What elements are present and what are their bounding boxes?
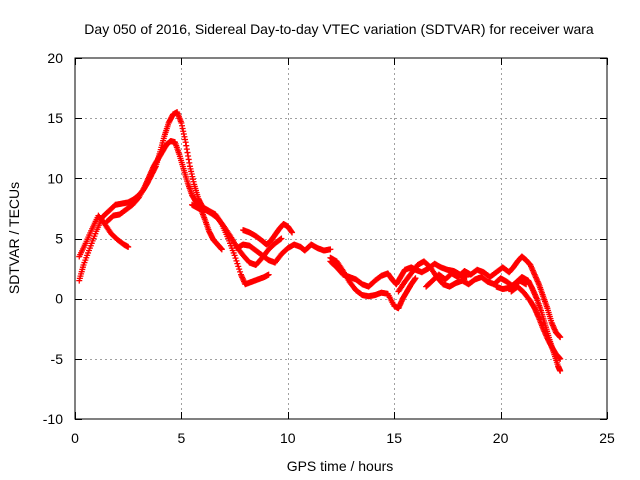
y-tick-label: 10 bbox=[47, 170, 63, 186]
data-point bbox=[233, 257, 240, 264]
chart-title: Day 050 of 2016, Sidereal Day-to-day VTE… bbox=[84, 21, 594, 37]
x-tick-label: 0 bbox=[71, 430, 79, 446]
data-point bbox=[412, 275, 419, 282]
data-point bbox=[557, 355, 564, 362]
data-point bbox=[557, 334, 564, 341]
y-tick-label: -10 bbox=[43, 411, 63, 427]
data-point bbox=[234, 260, 241, 267]
series-track-l bbox=[508, 283, 564, 362]
series-track-b bbox=[76, 109, 272, 288]
data-point bbox=[218, 246, 225, 253]
y-tick-label: -5 bbox=[51, 351, 64, 367]
x-tick-label: 20 bbox=[493, 430, 509, 446]
y-tick-label: 0 bbox=[55, 291, 63, 307]
x-tick-label: 10 bbox=[280, 430, 296, 446]
y-tick-label: 5 bbox=[55, 231, 63, 247]
data-point bbox=[557, 367, 564, 374]
x-tick-label: 15 bbox=[386, 430, 402, 446]
data-point bbox=[265, 271, 272, 278]
data-point bbox=[327, 246, 334, 253]
data-point bbox=[278, 235, 285, 242]
grid-lines bbox=[75, 58, 607, 419]
series-track-a bbox=[76, 212, 132, 260]
series-track-i bbox=[395, 258, 530, 295]
plot-frame bbox=[74, 57, 608, 420]
series-track-e bbox=[240, 221, 296, 248]
x-tick-label: 5 bbox=[178, 430, 186, 446]
data-series bbox=[76, 109, 564, 374]
axis-ticks bbox=[75, 58, 608, 420]
series-track-f bbox=[233, 241, 334, 266]
data-point bbox=[289, 229, 296, 236]
series-track-g bbox=[327, 254, 419, 312]
x-axis-label: GPS time / hours bbox=[287, 458, 394, 474]
series-track-c bbox=[103, 138, 225, 253]
data-point bbox=[232, 255, 239, 262]
data-point bbox=[237, 268, 244, 275]
data-point bbox=[235, 263, 242, 270]
data-point bbox=[277, 236, 284, 243]
y-axis-label: SDTVAR / TECUs bbox=[6, 182, 22, 294]
data-point bbox=[236, 266, 243, 273]
y-tick-label: 15 bbox=[47, 110, 63, 126]
y-tick-label: 20 bbox=[47, 50, 63, 66]
x-tick-label: 25 bbox=[599, 430, 615, 446]
series-track-j bbox=[423, 253, 564, 341]
data-point bbox=[231, 252, 238, 259]
data-point bbox=[125, 243, 132, 250]
tick-labels: 0 5 10 15 20 25 -10 -5 0 5 10 15 20 bbox=[43, 50, 615, 446]
